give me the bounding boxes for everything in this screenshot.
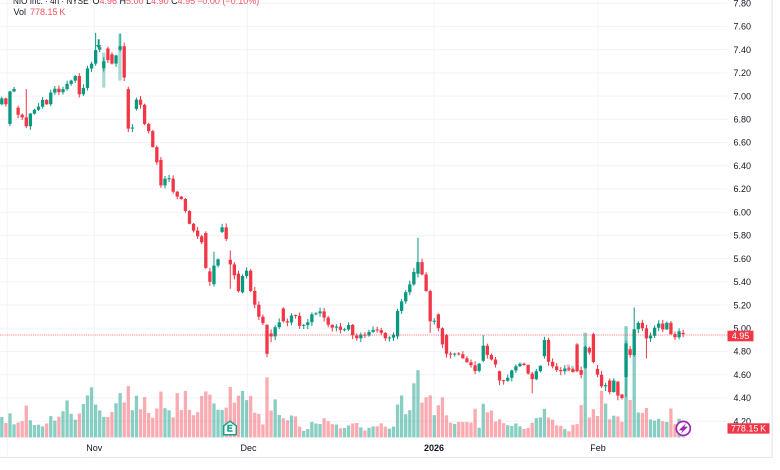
svg-text:5.80: 5.80 <box>734 231 752 241</box>
svg-text:4.95: 4.95 <box>732 331 750 341</box>
svg-text:Feb: Feb <box>590 443 606 453</box>
svg-text:Nov: Nov <box>86 443 103 453</box>
svg-text:6.20: 6.20 <box>734 184 752 194</box>
svg-text:2026: 2026 <box>424 443 444 453</box>
svg-text:4.20: 4.20 <box>734 416 752 426</box>
svg-text:Vol: Vol <box>14 7 27 17</box>
svg-text:7.00: 7.00 <box>734 91 752 101</box>
svg-text:778.15 K: 778.15 K <box>30 7 65 17</box>
svg-text:5.00: 5.00 <box>734 324 752 334</box>
svg-text:5.20: 5.20 <box>734 300 752 310</box>
svg-text:5.40: 5.40 <box>734 277 752 287</box>
svg-text:7.20: 7.20 <box>734 68 752 78</box>
svg-text:7.60: 7.60 <box>734 22 752 32</box>
svg-text:6.80: 6.80 <box>734 115 752 125</box>
svg-text:6.40: 6.40 <box>734 161 752 171</box>
svg-text:6.00: 6.00 <box>734 207 752 217</box>
svg-text:7.80: 7.80 <box>734 0 752 8</box>
svg-text:4.80: 4.80 <box>734 347 752 357</box>
svg-text:Dec: Dec <box>240 443 257 453</box>
svg-text:7.40: 7.40 <box>734 45 752 55</box>
svg-text:6.60: 6.60 <box>734 138 752 148</box>
svg-text:4.60: 4.60 <box>734 370 752 380</box>
svg-text:5.60: 5.60 <box>734 254 752 264</box>
svg-text:778.15 K: 778.15 K <box>731 423 766 433</box>
svg-text:4.40: 4.40 <box>734 393 752 403</box>
